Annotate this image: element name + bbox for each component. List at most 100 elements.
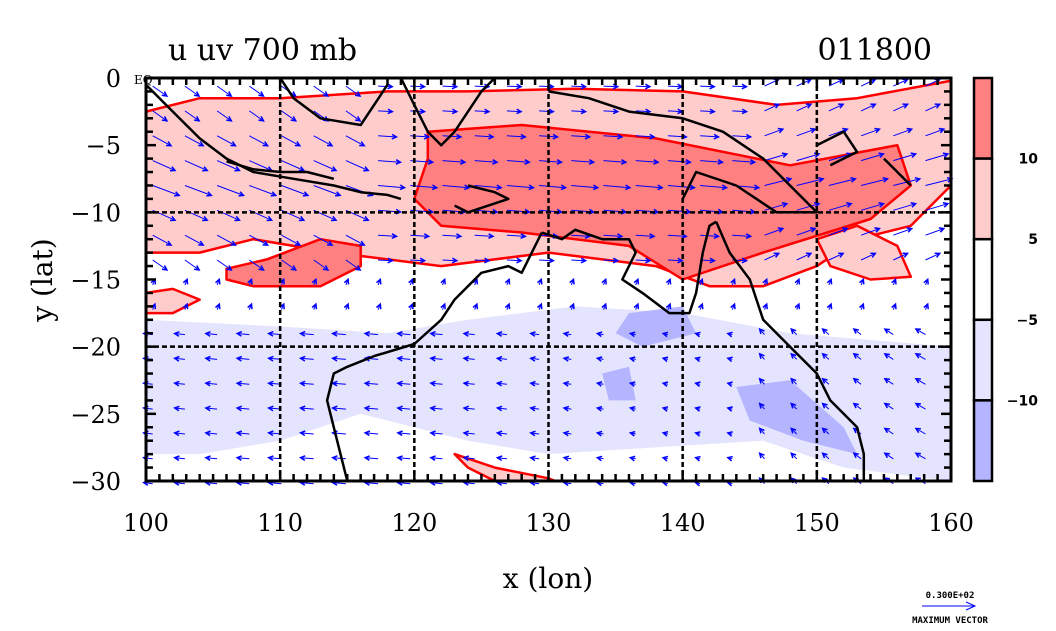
wind-vector-head [408,302,414,310]
y-tick-label: −25 [70,401,121,429]
shaded-region-easterly-core-1 [615,306,697,347]
wind-vector-head [363,380,371,387]
wind-vector-head [580,83,588,90]
wind-vector-head [906,127,914,134]
x-tick-label: 100 [123,509,169,537]
wind-vector-head [709,108,716,115]
wind-vector-head [914,328,921,334]
wind-vector [539,259,554,262]
wind-vector-head [628,331,636,338]
wind-vector [332,357,346,360]
wind-vector-head [387,83,394,90]
wind-vector-head [451,257,459,264]
wind-vector [410,85,425,88]
colorbar-swatch [972,399,994,483]
wind-vector [216,160,240,171]
wind-vector-head [455,233,463,239]
wind-vector [700,85,715,88]
reference-vector-label: MAXIMUM VECTOR [912,616,988,626]
wind-vector-head [495,330,503,337]
wind-vector-head [713,233,721,239]
wind-vector-head [914,377,921,384]
wind-vector-head [235,405,243,412]
wind-vector-head [891,302,897,310]
wind-vector [925,252,940,261]
wind-vector [893,103,908,112]
wind-vector [300,432,314,435]
wind-vector-head [193,265,201,271]
wind-vector-head [234,215,241,222]
wind-vector [281,135,301,147]
wind-vector-head [616,233,624,239]
wind-vector-head [267,405,274,412]
wind-vector-head [548,108,555,115]
wind-vector-head [294,141,302,147]
wind-vector [397,333,411,336]
colorbar-swatch [972,76,994,160]
wind-vector [216,259,232,271]
wind-vector-head [298,455,306,462]
wind-vector-head [204,430,211,437]
x-tick-label: 120 [391,509,437,537]
wind-vector-head [883,427,890,434]
wind-vector-head [818,176,825,183]
wind-vector [667,85,683,88]
wind-vector [464,333,475,336]
wind-vector-head [363,455,371,462]
wind-vector-head [267,455,274,462]
wind-vector [365,407,379,410]
wind-vector-head [331,355,338,362]
wind-vector-head [883,352,890,359]
wind-vector-head [396,380,403,387]
wind-vector-head [226,265,233,271]
wind-vector [281,259,296,271]
wind-vector-head [938,127,946,134]
wind-vector [205,382,218,385]
wind-vector [300,457,314,460]
shaded-region-easterly-core-2 [736,380,858,455]
wind-vector-head [850,176,857,183]
wind-vector-head [562,405,570,412]
wind-vector-head [423,233,431,239]
wind-vector-head [758,402,765,409]
wind-vector [300,407,314,410]
wind-vector-head [495,455,503,462]
wind-vector-head [419,257,427,264]
wind-vector [378,160,401,163]
wind-vector-head [516,83,523,90]
wind-vector-head [694,381,701,388]
wind-vector-head [859,277,865,285]
wind-vector [378,185,405,189]
wind-vector-head [902,252,909,258]
wind-vector [216,135,236,147]
wind-vector [174,457,185,460]
wind-vector-head [322,265,330,271]
wind-vector-head [562,455,570,462]
wind-vector-head [495,380,503,387]
wind-vector [464,457,475,460]
wind-vector [216,185,244,196]
wind-vector [571,85,586,88]
wind-vector [796,178,824,186]
wind-vector-head [677,257,684,264]
wind-vector-head [923,277,929,285]
wind-vector [216,110,232,122]
wind-vector-head [431,184,439,191]
wind-vector [152,185,180,196]
wind-vector-head [584,133,592,140]
wind-vector-head [529,331,536,337]
wind-vector-head [462,405,470,412]
wind-vector [249,160,272,171]
wind-vector-head [193,91,201,97]
wind-vector-head [492,159,499,165]
wind-vector [925,153,948,162]
wind-vector [205,357,218,360]
wind-vector [397,457,411,460]
colorbar-swatch [972,318,994,402]
wind-vector-head [198,141,205,147]
wind-vector-head [628,455,636,462]
wind-vector [860,103,876,112]
wind-vector [184,135,204,147]
wind-vector-head [633,302,640,310]
wind-vector [925,103,940,112]
